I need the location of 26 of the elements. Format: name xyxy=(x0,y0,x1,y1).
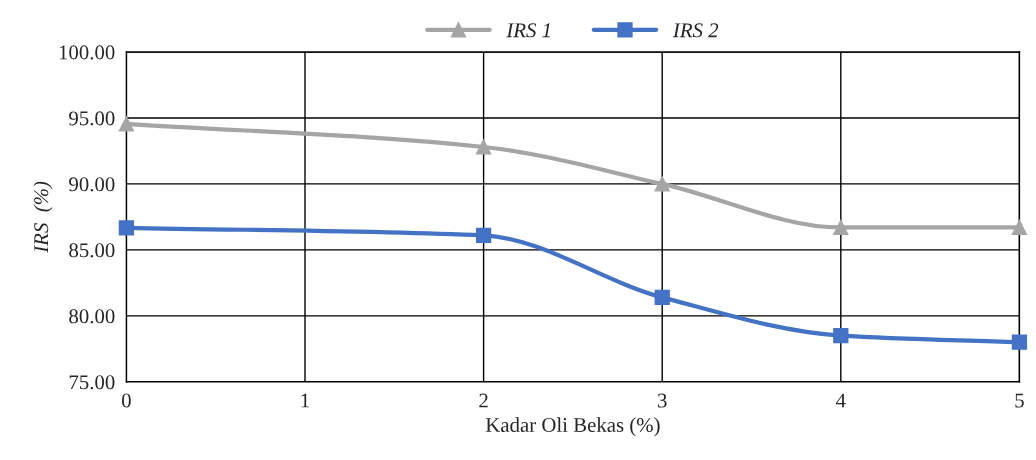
x-tick-label: 1 xyxy=(301,393,309,408)
y-tick-label: 90.00 xyxy=(69,177,115,192)
point xyxy=(1011,334,1028,350)
x-tick-label: 2 xyxy=(479,393,488,408)
point xyxy=(475,139,492,155)
point xyxy=(475,227,492,243)
y-tick-label: 95.00 xyxy=(69,111,115,126)
point xyxy=(654,176,670,192)
y-tick-label: 75.00 xyxy=(69,375,115,390)
point xyxy=(833,327,849,344)
point xyxy=(118,220,135,236)
y-tick-label: 80.00 xyxy=(69,309,115,324)
x-tick-label: 4 xyxy=(836,393,846,408)
y-tick-label: 100.00 xyxy=(59,45,115,60)
y-axis-title: IRS (%) xyxy=(33,181,53,253)
x-tick-label: 5 xyxy=(1015,393,1024,408)
point xyxy=(1011,219,1028,236)
legend-label: IRS 1 xyxy=(506,23,550,38)
x-tick-label: 3 xyxy=(658,393,667,408)
point xyxy=(833,219,849,236)
point xyxy=(118,116,135,132)
x-axis-title: Kadar Oli Bekas (%) xyxy=(485,417,660,437)
point xyxy=(654,289,670,306)
y-tick-label: 85.00 xyxy=(69,243,115,258)
x-tick-label: 0 xyxy=(121,393,131,408)
legend-label: IRS 2 xyxy=(672,23,719,38)
